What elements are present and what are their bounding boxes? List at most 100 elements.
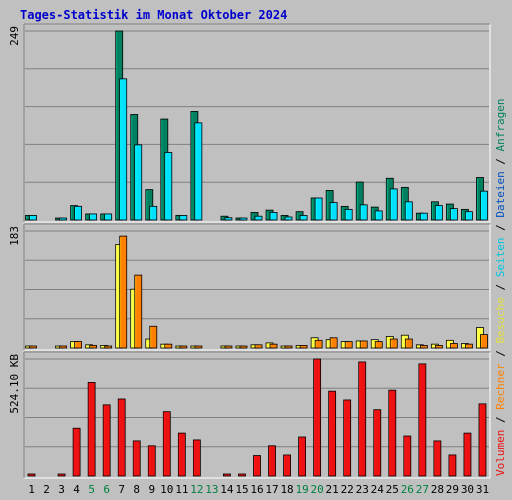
bar-rechner-day-8: [134, 274, 143, 349]
bar-rechner-day-6: [104, 345, 113, 349]
bar-seiten-day-9: [149, 205, 158, 221]
bar-seiten-day-5: [89, 213, 98, 221]
bar-rechner-day-15: [239, 345, 248, 349]
bar-anfragen-day-23: [355, 181, 364, 221]
bar-volumen-day-25: [388, 389, 397, 477]
bar-volumen-day-23: [358, 361, 367, 477]
bar-seiten-day-20: [314, 197, 323, 221]
x-tick-label: 4: [73, 483, 80, 496]
bar-rechner-day-19: [299, 345, 308, 349]
bar-rechner-day-5: [89, 345, 98, 349]
bar-volumen-day-3: [57, 473, 66, 477]
x-tick-label: 16: [250, 483, 263, 496]
bar-volumen-day-1: [27, 473, 36, 477]
x-tick-label: 29: [446, 483, 459, 496]
x-tick-label: 28: [431, 483, 444, 496]
bar-volumen-day-28: [433, 440, 442, 477]
bar-seiten-day-3: [59, 217, 67, 221]
bar-seiten-day-12: [194, 122, 203, 221]
requests-y-max-label: 249: [8, 26, 21, 46]
bar-volumen-day-6: [102, 404, 111, 477]
x-tick-label: 15: [235, 483, 248, 496]
x-tick-label: 13: [205, 483, 218, 496]
x-tick-label: 1: [28, 483, 35, 496]
legend-separator: /: [494, 277, 507, 297]
bar-rechner-day-12: [194, 345, 203, 349]
legend-separator: /: [494, 151, 507, 171]
bar-rechner-day-17: [269, 343, 278, 349]
bar-volumen-day-18: [283, 454, 291, 477]
x-tick-label: 18: [280, 483, 293, 496]
legend-separator: /: [494, 218, 507, 238]
x-tick-label: 12: [190, 483, 203, 496]
bar-volumen-day-12: [192, 439, 201, 477]
x-tick-label: 20: [311, 483, 324, 496]
bar-rechner-day-29: [450, 343, 458, 349]
bar-rechner-day-11: [179, 345, 188, 349]
series-seiten: [29, 78, 488, 221]
bar-volumen-day-27: [418, 363, 427, 477]
bar-seiten-day-27: [419, 212, 428, 221]
bar-volumen-day-31: [478, 403, 487, 477]
bar-volumen-day-29: [448, 454, 457, 477]
x-tick-label: 2: [43, 483, 50, 496]
bar-rechner-day-24: [374, 341, 383, 349]
bar-seiten-day-17: [269, 212, 278, 221]
bar-seiten-day-23: [359, 204, 368, 221]
x-tick-label: 19: [295, 483, 308, 496]
bar-volumen-day-30: [463, 432, 472, 477]
x-tick-label: 22: [341, 483, 354, 496]
bar-rechner-day-14: [224, 345, 233, 349]
bar-seiten-day-25: [389, 188, 398, 221]
x-tick-label: 31: [476, 483, 489, 496]
bar-volumen-day-10: [162, 411, 171, 477]
bar-seiten-day-21: [329, 202, 338, 221]
legend-seiten: Seiten: [494, 238, 507, 278]
bar-volumen-day-4: [72, 427, 81, 477]
x-tick-label: 23: [356, 483, 369, 496]
bar-volumen-day-5: [87, 381, 96, 477]
bar-seiten-day-16: [254, 215, 263, 221]
bar-seiten-day-28: [434, 205, 443, 221]
bar-volumen-day-24: [373, 409, 382, 477]
bar-seiten-day-22: [344, 208, 353, 221]
bar-rechner-day-4: [74, 341, 83, 349]
bar-rechner-day-21: [329, 337, 338, 349]
bar-rechner-day-31: [480, 334, 488, 349]
bar-volumen-day-7: [117, 398, 126, 477]
bar-rechner-day-3: [59, 345, 67, 349]
bar-rechner-day-27: [419, 345, 428, 349]
bar-seiten-day-8: [134, 144, 143, 221]
x-tick-label: 6: [103, 483, 110, 496]
bar-volumen-day-20: [313, 358, 322, 477]
bar-seiten-day-15: [239, 217, 248, 221]
bar-volumen-day-9: [147, 445, 156, 477]
bar-seiten-day-1: [29, 215, 37, 221]
bar-seiten-day-19: [299, 215, 308, 221]
bar-volumen-day-11: [177, 432, 186, 477]
bar-volumen-day-17: [268, 445, 276, 477]
series-volumen: [27, 358, 487, 477]
x-tick-label: 14: [220, 483, 234, 496]
legend-besuche: Besuche: [494, 297, 507, 343]
bar-volumen-day-14: [223, 473, 231, 477]
bar-rechner-day-9: [149, 325, 158, 349]
bar-rechner-day-25: [389, 338, 398, 349]
bar-volumen-day-19: [298, 436, 306, 477]
visits-panel: 183: [8, 223, 491, 351]
bar-anfragen-day-9: [145, 189, 154, 221]
x-tick-label: 11: [175, 483, 188, 496]
bar-seiten-day-6: [104, 213, 113, 221]
bar-rechner-day-18: [284, 345, 293, 349]
bar-rechner-day-23: [359, 340, 368, 349]
legend-volumen: Volumen: [494, 430, 507, 476]
bar-rechner-day-26: [404, 338, 413, 349]
bar-seiten-day-4: [74, 205, 83, 221]
x-tick-label: 24: [371, 483, 385, 496]
x-tick-label: 27: [416, 483, 429, 496]
x-axis-labels: 1 2 3 4 5 6 7 8 9 10 11 12 13 14 15 16 17 18 19 20 21 22 23 24 2…: [28, 483, 489, 496]
bar-volumen-day-8: [132, 440, 141, 477]
legend-dateien: Dateien: [494, 171, 507, 217]
x-tick-label: 25: [386, 483, 399, 496]
